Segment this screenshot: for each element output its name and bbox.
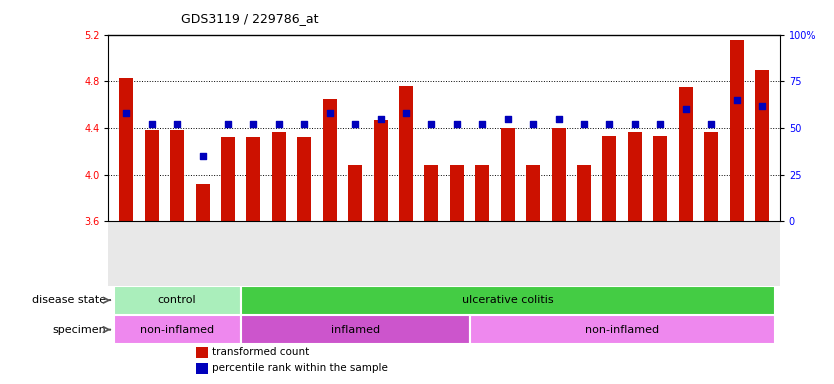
Bar	[144, 130, 158, 222]
Text: GDS3119 / 229786_at: GDS3119 / 229786_at	[182, 12, 319, 25]
Text: percentile rank within the sample: percentile rank within the sample	[213, 363, 389, 373]
Text: disease state: disease state	[32, 295, 106, 305]
Bar	[323, 99, 337, 222]
Point	[705, 121, 718, 127]
Bar	[577, 166, 591, 222]
Point	[399, 110, 413, 116]
Bar	[221, 137, 235, 222]
Bar	[374, 120, 388, 222]
Bar	[653, 136, 667, 222]
Bar	[348, 166, 362, 222]
Bar	[450, 166, 464, 222]
Bar	[475, 166, 490, 222]
Bar	[500, 128, 515, 222]
Bar	[425, 166, 439, 222]
Point	[221, 121, 234, 127]
Bar	[704, 131, 718, 222]
Point	[501, 116, 515, 122]
Bar	[399, 86, 413, 222]
Text: ulcerative colitis: ulcerative colitis	[462, 295, 554, 305]
Point	[679, 106, 692, 113]
Text: transformed count: transformed count	[213, 347, 309, 357]
Bar	[602, 136, 616, 222]
Bar	[196, 362, 208, 374]
Point	[628, 121, 641, 127]
Bar	[730, 40, 744, 222]
Bar	[755, 70, 769, 222]
Point	[603, 121, 616, 127]
Bar	[272, 131, 286, 222]
Point	[654, 121, 667, 127]
Bar	[526, 166, 540, 222]
Bar	[170, 130, 184, 222]
Point	[119, 110, 133, 116]
Bar	[628, 131, 642, 222]
Text: inflamed: inflamed	[330, 324, 379, 334]
Point	[196, 153, 209, 159]
Bar	[241, 286, 775, 315]
Text: non-inflamed: non-inflamed	[140, 324, 214, 334]
Point	[425, 121, 438, 127]
Point	[145, 121, 158, 127]
Point	[577, 121, 590, 127]
Bar	[297, 137, 311, 222]
Bar	[246, 137, 260, 222]
Bar	[196, 346, 208, 358]
Text: non-inflamed: non-inflamed	[585, 324, 659, 334]
Point	[756, 103, 769, 109]
Bar	[470, 315, 775, 344]
Point	[272, 121, 285, 127]
Point	[475, 121, 489, 127]
Text: specimen: specimen	[53, 324, 106, 334]
Bar	[551, 128, 565, 222]
Point	[323, 110, 336, 116]
Bar	[679, 87, 693, 222]
Point	[450, 121, 464, 127]
Point	[247, 121, 260, 127]
Bar	[241, 315, 470, 344]
Bar	[119, 78, 133, 222]
Bar	[195, 184, 209, 222]
Point	[298, 121, 311, 127]
Point	[374, 116, 387, 122]
Point	[170, 121, 183, 127]
Bar	[113, 315, 241, 344]
Point	[349, 121, 362, 127]
Bar	[113, 286, 241, 315]
Text: control: control	[158, 295, 196, 305]
Point	[552, 116, 565, 122]
Point	[730, 97, 743, 103]
Point	[526, 121, 540, 127]
